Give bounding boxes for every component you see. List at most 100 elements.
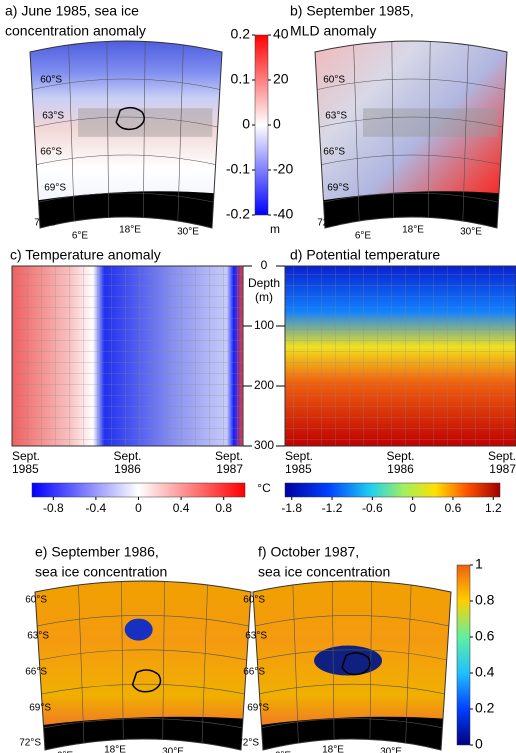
x-tick-label: 1987	[489, 462, 516, 476]
lat-label: 72°S	[317, 218, 339, 229]
graticule	[201, 581, 209, 750]
colorbar-tick-label: 0	[273, 116, 281, 132]
colorbar-unit: °C	[257, 481, 271, 495]
colorbar	[284, 482, 501, 498]
lat-label: 63°S	[325, 111, 347, 122]
graticule	[405, 581, 412, 750]
panel-title: concentration anomaly	[5, 23, 146, 39]
colorbar-tick-label: -20	[273, 161, 293, 177]
lon-label: 6°E	[275, 751, 292, 753]
graticule	[253, 649, 451, 662]
graticule	[162, 581, 165, 750]
map-image	[315, 41, 507, 228]
lon-label: 6°E	[57, 751, 74, 753]
colorbar-tick-label: 40	[273, 26, 289, 42]
heatmap-cells	[285, 266, 516, 446]
map-border	[29, 40, 223, 229]
x-tick-label: 1987	[216, 462, 243, 476]
y-tick-label: 200	[254, 378, 274, 392]
lon-label: 30°E	[162, 747, 184, 753]
graticule	[427, 41, 431, 228]
graticule	[315, 192, 507, 205]
land-ice-hatch	[363, 108, 498, 137]
map	[29, 40, 223, 229]
panel-title: f) October 1987,	[258, 544, 359, 560]
content: a) June 1985, sea ice concentration anoma…	[5, 3, 516, 753]
lat-label: 60°S	[25, 595, 47, 606]
lat-label: 60°S	[40, 75, 62, 86]
graticule	[35, 718, 251, 730]
colorbar-tick-label: -1.2	[322, 501, 343, 515]
colorbar-tick-label: 1.2	[485, 501, 502, 515]
map-image	[35, 581, 251, 750]
graticule	[331, 581, 335, 750]
colorbar-tick-label: 0.2	[475, 700, 495, 716]
map	[34, 580, 252, 751]
graticule	[121, 581, 124, 750]
graticule	[30, 78, 222, 91]
lat-label: 72°S	[34, 218, 56, 229]
polynya	[124, 618, 153, 641]
colorbar-tick-label: 0.4	[173, 501, 190, 515]
graticule	[142, 41, 146, 228]
x-tick-label: Sept.	[488, 449, 516, 463]
graticule	[30, 154, 222, 167]
x-tick-label: Sept.	[12, 449, 40, 463]
lon-label: 30°E	[380, 747, 402, 753]
lon-label: 6°E	[72, 231, 89, 242]
graticule	[68, 41, 75, 228]
colorbar-tick-label: -0.2	[226, 206, 250, 222]
colorbar-tick-label: -0.8	[43, 501, 64, 515]
colorbar	[31, 482, 246, 498]
colorbar	[254, 34, 269, 216]
panel-title: sea ice concentration	[35, 564, 167, 580]
graticule	[315, 116, 507, 129]
graticule	[106, 41, 110, 228]
lat-label: 60°S	[243, 595, 265, 606]
lat-label: 72°S	[237, 738, 259, 749]
x-tick-label: Sept.	[285, 449, 313, 463]
graticule	[292, 581, 299, 750]
lat-label: 69°S	[247, 703, 269, 714]
land-ice-hatch	[78, 108, 213, 137]
heatmap-border	[11, 265, 244, 447]
graticule	[35, 683, 251, 696]
colorbar-tick-label: 20	[273, 71, 289, 87]
contour	[115, 106, 145, 131]
panel-title: e) September 1986,	[35, 544, 159, 560]
lon-label: 18°E	[104, 745, 126, 753]
panel-title: sea ice concentration	[258, 564, 390, 580]
axis-label: Depth	[248, 276, 280, 290]
colorbar-tick-label: -1.8	[281, 501, 302, 515]
colorbar-tick-label: 1	[475, 556, 483, 572]
colorbar-tick-label: 0	[242, 116, 250, 132]
colorbar-tick-label: -40	[273, 206, 293, 222]
panel-title: d) Potential temperature	[290, 247, 440, 263]
colorbar-tick-label: 0.1	[231, 71, 251, 87]
colorbar-tick-label: 0.2	[231, 26, 251, 42]
panel-title: c) Temperature anomaly	[10, 247, 161, 263]
graticule	[253, 718, 451, 730]
map-border	[34, 580, 252, 751]
y-tick-label: 300	[254, 438, 274, 452]
graticule	[30, 192, 222, 205]
x-tick-label: 1986	[387, 462, 414, 476]
colorbar-tick-label: 0.8	[215, 501, 232, 515]
colorbar-tick-label: 0.6	[475, 628, 495, 644]
contour	[131, 669, 162, 693]
heatmap-border	[284, 265, 516, 447]
lon-label: 30°E	[460, 227, 482, 238]
lat-label: 63°S	[245, 631, 267, 642]
graticule	[315, 154, 507, 167]
lon-label: 30°E	[177, 227, 199, 238]
lon-label: 6°E	[355, 231, 372, 242]
graticule	[30, 116, 222, 129]
lat-label: 69°S	[44, 183, 66, 194]
lon-label: 18°E	[119, 225, 141, 236]
colorbar-tick-label: -0.6	[362, 501, 383, 515]
map	[314, 40, 508, 229]
lat-label: 63°S	[42, 111, 64, 122]
maps	[11, 40, 516, 751]
colorbar-tick-label: 0	[135, 501, 142, 515]
